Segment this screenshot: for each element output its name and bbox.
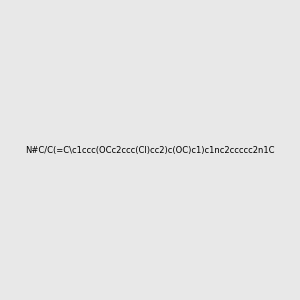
Text: N#C/C(=C\c1ccc(OCc2ccc(Cl)cc2)c(OC)c1)c1nc2ccccc2n1C: N#C/C(=C\c1ccc(OCc2ccc(Cl)cc2)c(OC)c1)c1… [25, 146, 275, 154]
